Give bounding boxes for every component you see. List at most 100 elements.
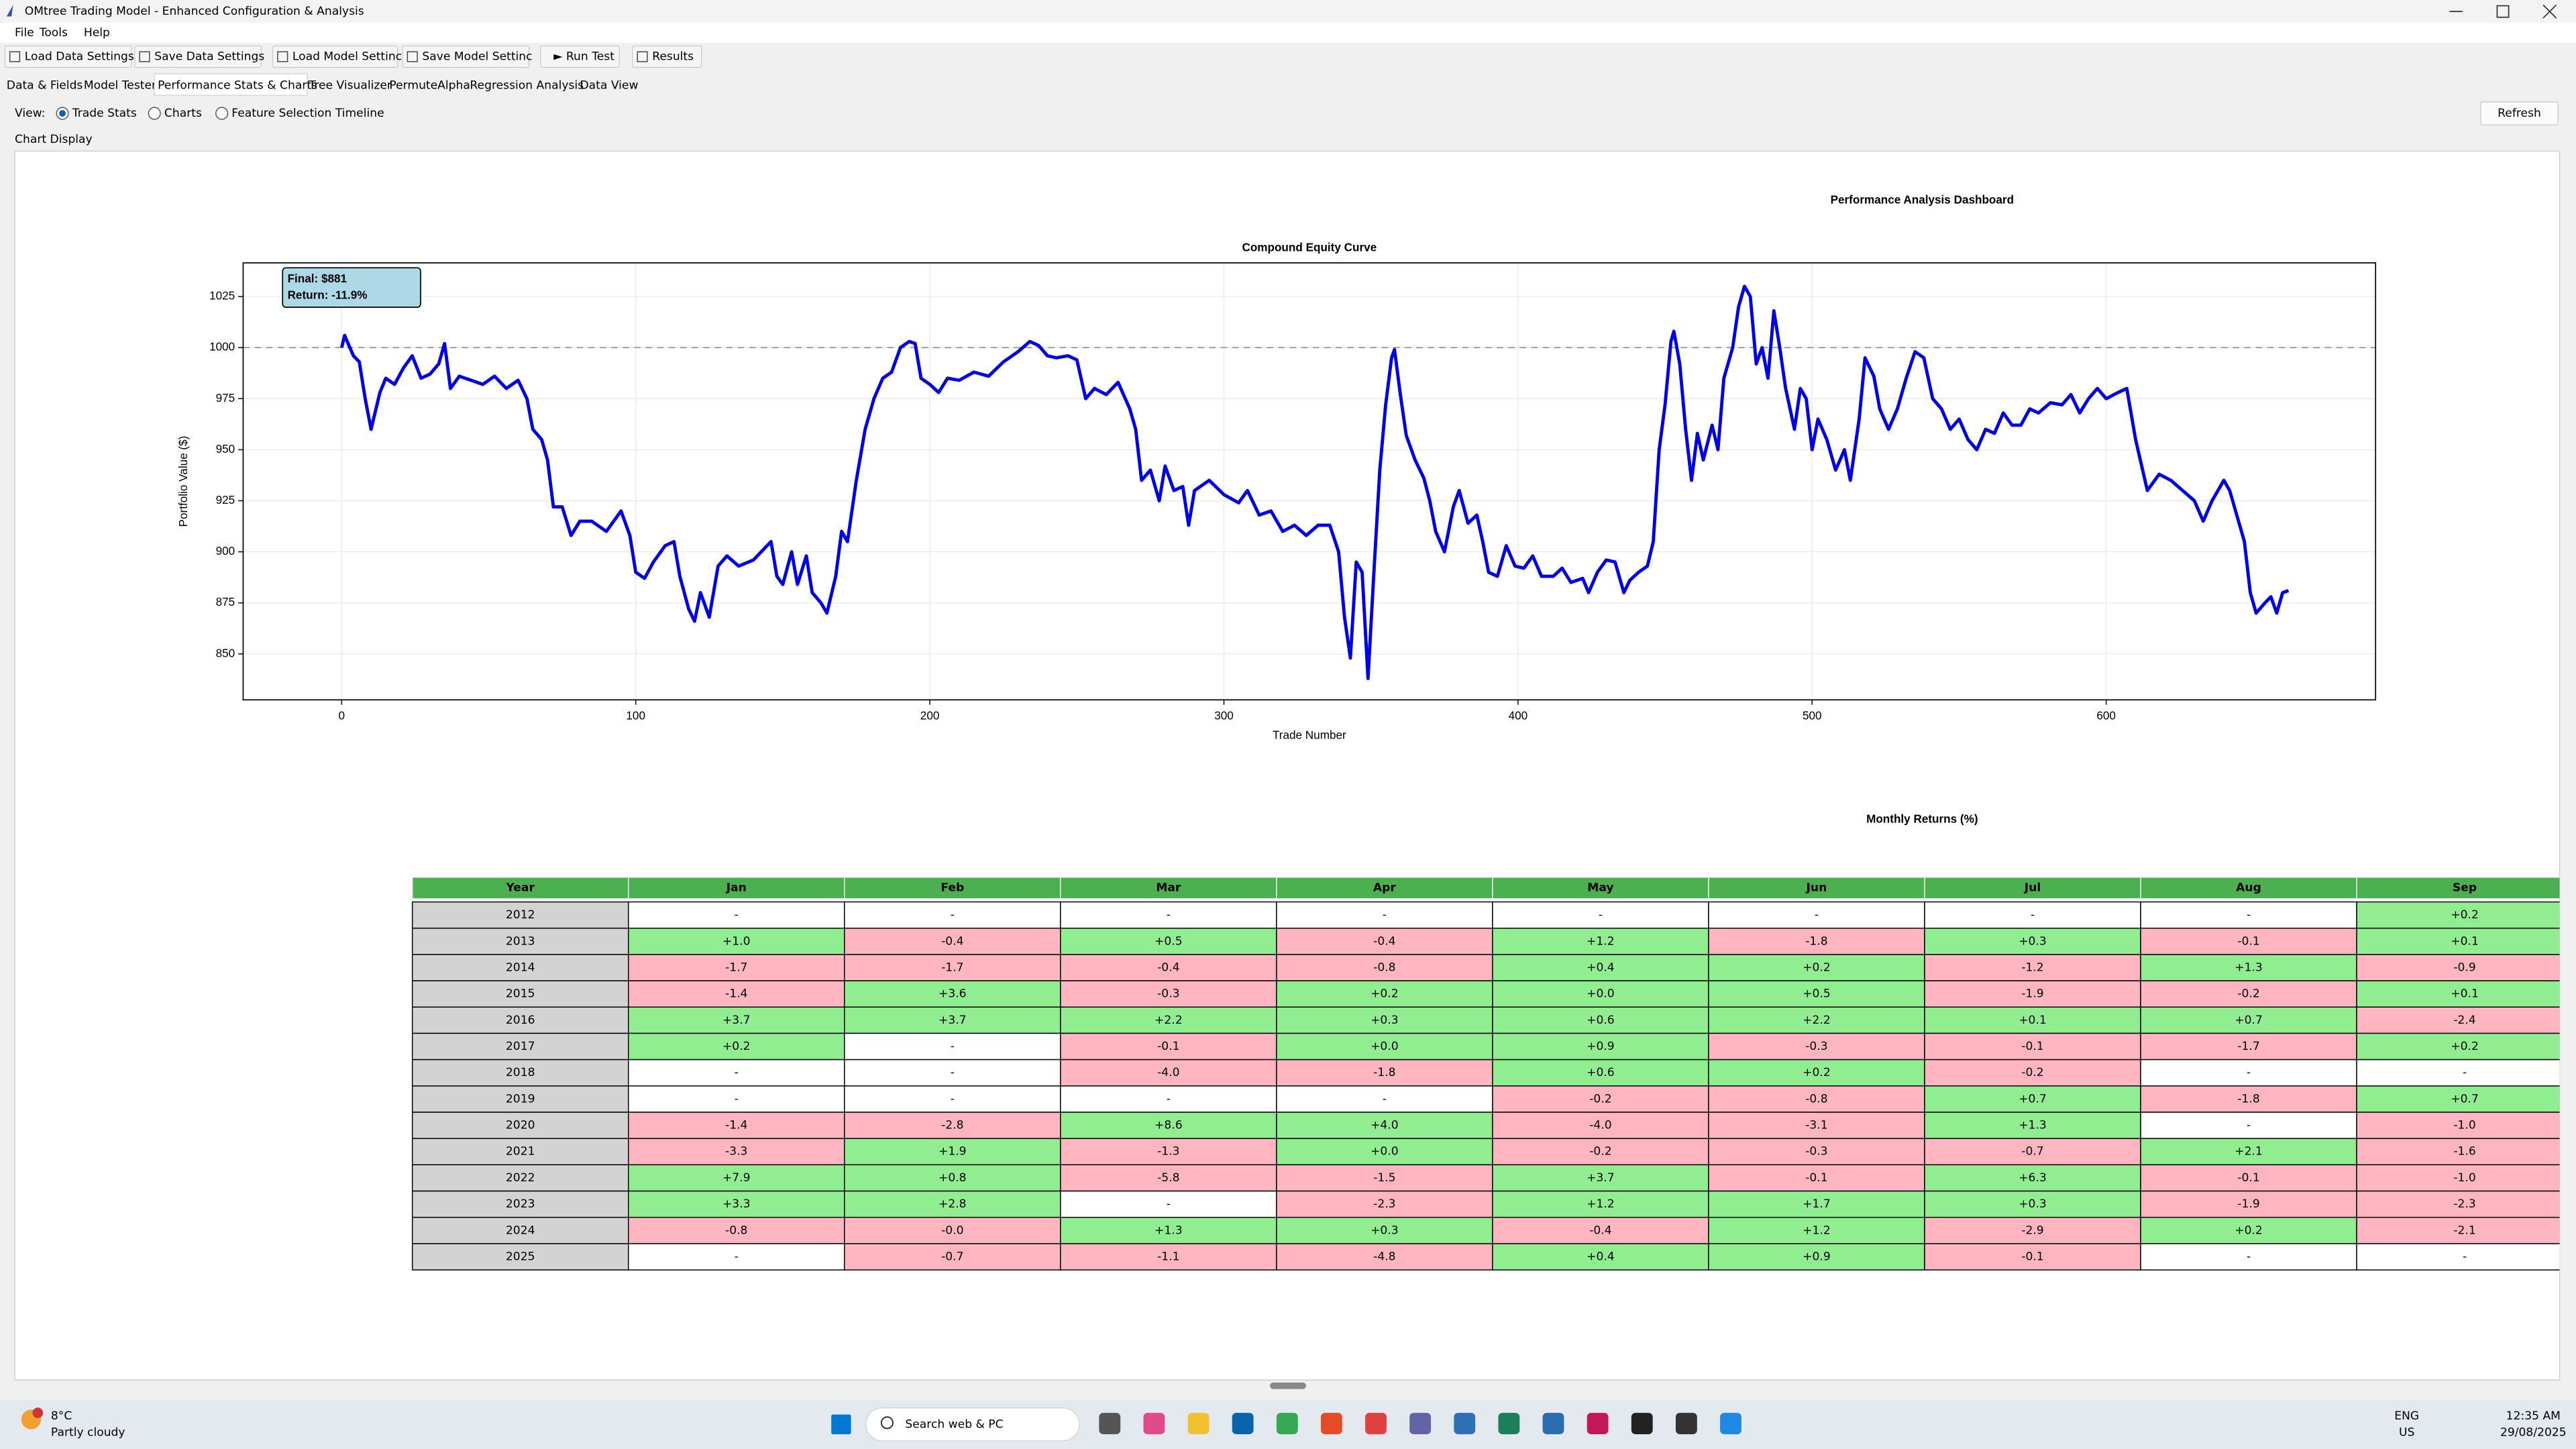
- return-cell: -2.3: [2453, 1197, 2475, 1211]
- table-cell: [844, 1032, 1061, 1061]
- toolbar-button-label[interactable]: Load Model Settinc: [292, 50, 402, 63]
- taskbar-app[interactable]: [1454, 1413, 1476, 1434]
- clock-time[interactable]: 12:35 AM: [2506, 1409, 2561, 1423]
- year-cell: 2024: [506, 1224, 535, 1237]
- return-cell: -0.3: [1805, 1040, 1827, 1053]
- tab[interactable]: PermuteAlpha: [389, 78, 470, 92]
- toolbar-button[interactable]: [632, 45, 702, 68]
- maximize-button[interactable]: [2496, 5, 2510, 18]
- tab-selected[interactable]: [154, 73, 308, 96]
- table-cell: [1708, 980, 1925, 1008]
- radio-label[interactable]: Trade Stats: [72, 107, 137, 120]
- temperature[interactable]: 8°C: [51, 1409, 72, 1423]
- radio[interactable]: [215, 107, 229, 120]
- year-cell: 2018: [506, 1066, 535, 1079]
- region[interactable]: US: [2399, 1426, 2414, 1440]
- return-cell: +0.7: [2019, 1092, 2047, 1106]
- menu-item[interactable]: File: [15, 26, 34, 40]
- taskbar-app[interactable]: [1720, 1413, 1741, 1434]
- return-cell: -0.1: [1805, 1171, 1827, 1185]
- menu-item[interactable]: Tools: [39, 26, 68, 40]
- table-cell: [1492, 1112, 1709, 1139]
- equity-line: [339, 284, 2290, 680]
- return-cell: +2.2: [1155, 1014, 1183, 1027]
- tab[interactable]: Model Tester: [84, 78, 157, 92]
- column-header: Sep: [2453, 881, 2477, 895]
- return-cell: -2.9: [2021, 1224, 2043, 1237]
- tab[interactable]: Tree Visualizer: [308, 78, 392, 92]
- search-text[interactable]: Search web & PC: [905, 1417, 1003, 1431]
- language[interactable]: ENG: [2394, 1409, 2419, 1423]
- table-cell: [628, 901, 845, 929]
- taskbar-app[interactable]: [1320, 1413, 1342, 1434]
- return-cell: +0.4: [1587, 1250, 1615, 1263]
- return-cell: +1.2: [1587, 934, 1615, 948]
- radio-label[interactable]: Feature Selection Timeline: [231, 107, 384, 120]
- return-cell: +0.9: [1587, 1040, 1615, 1053]
- refresh-button[interactable]: [2480, 101, 2559, 125]
- table-cell: [628, 1164, 845, 1192]
- table-cell: [1492, 927, 1709, 955]
- clock-date[interactable]: 29/08/2025: [2500, 1426, 2567, 1440]
- refresh-label[interactable]: Refresh: [2498, 107, 2541, 120]
- toolbar-button[interactable]: [134, 45, 262, 68]
- return-cell: -: [2247, 1066, 2251, 1079]
- toolbar-button-label[interactable]: ► Run Test: [553, 50, 614, 63]
- toolbar-button[interactable]: [540, 45, 620, 68]
- taskbar-app[interactable]: [1143, 1413, 1165, 1434]
- search-box[interactable]: [865, 1407, 1080, 1442]
- x-tick-label: 300: [1214, 708, 1234, 722]
- return-cell: -4.0: [1157, 1066, 1179, 1079]
- header-cell: [2140, 877, 2357, 900]
- taskbar-app[interactable]: [1675, 1413, 1697, 1434]
- return-cell: -5.8: [1157, 1171, 1179, 1185]
- tab[interactable]: Data & Fields: [7, 78, 83, 92]
- toolbar-button-label[interactable]: Save Model Settinc: [422, 50, 532, 63]
- taskbar-app[interactable]: [1587, 1413, 1609, 1434]
- return-cell: +0.1: [2019, 1014, 2047, 1027]
- menu-item[interactable]: Help: [84, 26, 110, 40]
- toolbar-button-label[interactable]: Save Data Settings: [154, 50, 264, 63]
- toolbar-button-label[interactable]: Results: [652, 50, 694, 63]
- taskbar-app[interactable]: [1099, 1413, 1121, 1434]
- chart: Compound Equity Curve 0 100 200 300 400 500 600…: [176, 240, 2377, 742]
- weather[interactable]: Partly cloudy: [51, 1426, 125, 1440]
- toolbar-button-label[interactable]: Load Data Settings: [25, 50, 134, 63]
- start-button[interactable]: [831, 1414, 851, 1434]
- table-cell: [1708, 901, 1925, 929]
- x-axis-label: Trade Number: [1273, 729, 1346, 742]
- taskbar-app[interactable]: [1276, 1413, 1298, 1434]
- radio[interactable]: [148, 107, 161, 120]
- return-cell: +1.7: [1803, 1197, 1831, 1211]
- taskbar-app[interactable]: [1498, 1413, 1520, 1434]
- taskbar-app[interactable]: [1187, 1413, 1210, 1434]
- taskbar-app[interactable]: [1631, 1413, 1653, 1434]
- taskbar-app[interactable]: [1409, 1413, 1432, 1434]
- taskbar-app[interactable]: [1232, 1413, 1254, 1434]
- table-cell: [1276, 927, 1493, 955]
- toolbar-button[interactable]: [272, 45, 398, 68]
- return-cell: +4.0: [1371, 1119, 1399, 1132]
- table-cell: [844, 1138, 1061, 1166]
- toolbar-button[interactable]: [4, 45, 132, 68]
- taskbar-app[interactable]: [1542, 1413, 1564, 1434]
- return-cell: +0.5: [1803, 987, 1831, 1001]
- radio-label[interactable]: Charts: [164, 107, 202, 120]
- return-cell: -0.2: [1589, 1092, 1611, 1106]
- tab[interactable]: Performance Stats & Charts: [158, 78, 317, 92]
- taskbar-app[interactable]: [1365, 1413, 1387, 1434]
- return-cell: -1.9: [2021, 987, 2043, 1001]
- table-cell: [628, 1006, 845, 1034]
- return-cell: +3.7: [722, 1014, 751, 1027]
- header-cell: [844, 877, 1061, 900]
- return-cell: -0.3: [1157, 987, 1179, 1001]
- return-cell: -0.4: [941, 934, 963, 948]
- toolbar-button[interactable]: [402, 45, 530, 68]
- close-button[interactable]: [2542, 4, 2557, 19]
- scrollbar-thumb[interactable]: [1270, 1382, 1306, 1389]
- table-cell: [2356, 1032, 2560, 1061]
- tab[interactable]: Data View: [580, 78, 638, 92]
- tab[interactable]: Regression Analysis: [470, 78, 584, 92]
- weather-badge: [32, 1407, 44, 1418]
- y-tick-label: 1025: [209, 289, 235, 303]
